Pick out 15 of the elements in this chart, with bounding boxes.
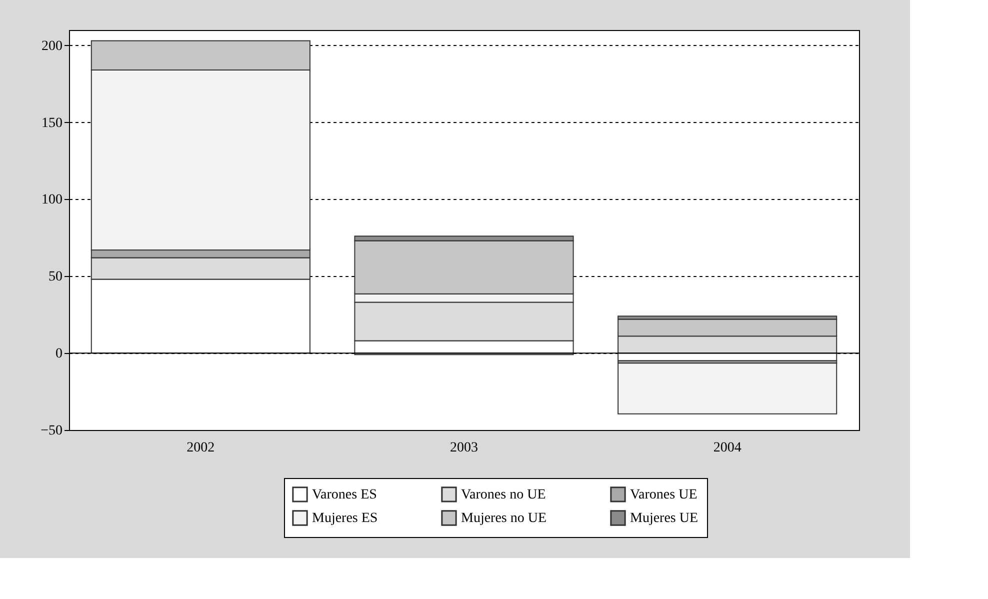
y-tick-label: 200 (42, 38, 62, 54)
legend-label: Mujeres UE (630, 511, 698, 526)
y-tick-label: 100 (42, 192, 62, 208)
x-tick-label: 2002 (186, 440, 215, 456)
x-tick-label: 2003 (450, 440, 478, 456)
y-tick-label: 150 (42, 116, 62, 131)
y-tick-label: 50 (48, 270, 62, 285)
y-tick-label: −50 (40, 424, 62, 438)
legend-label: Mujeres ES (312, 511, 378, 526)
legend-label: Varones no UE (461, 487, 546, 502)
legend-label: Varones UE (630, 487, 698, 502)
legend-label: Mujeres no UE (461, 511, 547, 526)
y-tick-label: 0 (56, 346, 62, 362)
x-tick-label: 2004 (713, 440, 742, 456)
legend-label: Varones ES (312, 487, 377, 502)
